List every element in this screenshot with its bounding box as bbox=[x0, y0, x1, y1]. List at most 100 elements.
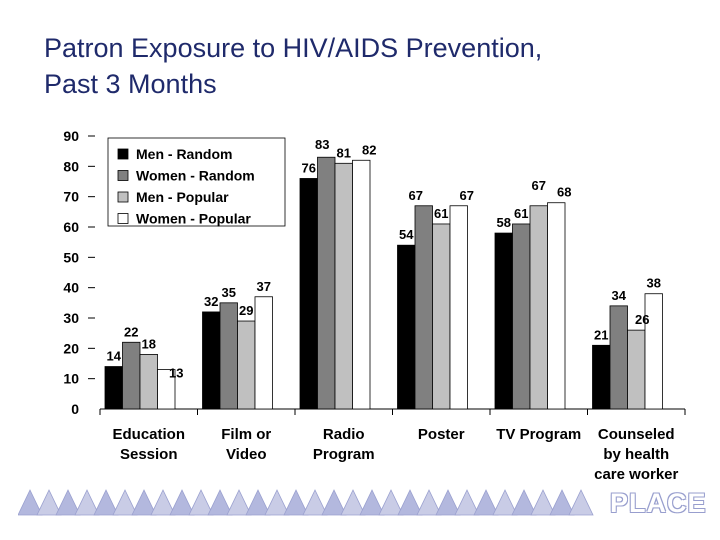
y-tick-label: 10 bbox=[63, 371, 79, 387]
y-tick-label: 40 bbox=[63, 280, 79, 296]
x-tick-label: care worker bbox=[594, 466, 678, 483]
place-logo: PLACE bbox=[610, 488, 707, 518]
bar bbox=[104, 366, 123, 410]
footer-triangle bbox=[359, 489, 385, 516]
data-label: 38 bbox=[647, 276, 661, 291]
legend-swatch bbox=[117, 170, 129, 181]
footer-triangle bbox=[112, 489, 138, 516]
data-label: 54 bbox=[399, 227, 414, 242]
x-tick-label: Program bbox=[313, 446, 375, 463]
data-label: 76 bbox=[302, 160, 316, 175]
y-tick-label: 60 bbox=[63, 219, 79, 235]
bar bbox=[317, 156, 336, 410]
legend-swatch bbox=[117, 148, 129, 160]
data-label: 82 bbox=[362, 142, 376, 157]
y-tick-label: 50 bbox=[63, 249, 79, 265]
bar bbox=[299, 178, 318, 410]
chart-bars bbox=[104, 156, 663, 410]
bar bbox=[139, 353, 158, 410]
x-tick-label: Poster bbox=[418, 426, 465, 443]
data-label: 34 bbox=[612, 288, 627, 303]
bar bbox=[529, 205, 548, 410]
footer-triangle bbox=[492, 489, 518, 516]
chart-legend: Men - Random Women - Random Men - Popular W… bbox=[107, 137, 286, 227]
x-tick-label: Education bbox=[112, 426, 185, 443]
data-label: 26 bbox=[635, 312, 649, 327]
footer-triangle bbox=[131, 489, 157, 516]
footer-triangle bbox=[283, 489, 309, 516]
footer-triangle bbox=[245, 489, 271, 516]
bar bbox=[449, 205, 468, 410]
x-tick-label: by health bbox=[603, 446, 669, 463]
footer-triangle bbox=[93, 489, 119, 516]
y-tick-label: 70 bbox=[63, 189, 79, 205]
legend-box bbox=[107, 137, 286, 227]
x-tick-label: Counseled bbox=[598, 426, 675, 443]
x-tick-label: TV Program bbox=[496, 426, 581, 443]
bar bbox=[352, 159, 371, 410]
footer-triangle bbox=[435, 489, 461, 516]
data-label: 21 bbox=[594, 327, 608, 342]
bar bbox=[494, 232, 513, 410]
footer-triangle bbox=[378, 489, 404, 516]
bar bbox=[219, 302, 238, 410]
bar bbox=[157, 369, 176, 410]
x-tick-label: Radio bbox=[323, 426, 365, 443]
bar bbox=[414, 205, 433, 410]
legend-label: Women - Random bbox=[136, 168, 255, 184]
x-tick-label: Film or bbox=[221, 426, 271, 443]
footer-triangle bbox=[568, 489, 594, 516]
legend-label: Men - Popular bbox=[136, 189, 229, 205]
data-label: 22 bbox=[124, 324, 138, 339]
bar bbox=[334, 162, 353, 410]
bar bbox=[202, 311, 221, 410]
footer-triangle-band bbox=[18, 489, 594, 516]
footer-triangle bbox=[188, 489, 214, 516]
footer-triangle bbox=[55, 489, 81, 516]
footer-triangle bbox=[530, 489, 556, 516]
data-label: 14 bbox=[107, 349, 122, 364]
data-label: 61 bbox=[434, 206, 448, 221]
x-tick-label: Video bbox=[226, 446, 267, 463]
legend-label: Men - Random bbox=[136, 146, 232, 162]
data-label: 81 bbox=[337, 145, 351, 160]
footer-triangle bbox=[36, 489, 62, 516]
data-label: 13 bbox=[169, 366, 183, 381]
footer-triangle bbox=[416, 489, 442, 516]
footer-triangle bbox=[473, 489, 499, 516]
bar bbox=[237, 320, 256, 410]
footer-triangle bbox=[74, 489, 100, 516]
data-label: 67 bbox=[532, 178, 546, 193]
footer-triangle bbox=[340, 489, 366, 516]
bar bbox=[397, 244, 416, 410]
data-label: 61 bbox=[514, 206, 528, 221]
y-tick-label: 30 bbox=[63, 310, 79, 326]
data-label: 29 bbox=[239, 303, 253, 318]
footer-triangle bbox=[454, 489, 480, 516]
slide-title: Patron Exposure to HIV/AIDS Prevention, … bbox=[44, 30, 704, 102]
footer-triangle bbox=[264, 489, 290, 516]
data-label: 37 bbox=[257, 279, 271, 294]
bar bbox=[644, 293, 663, 410]
bar bbox=[627, 329, 646, 410]
legend-swatch bbox=[117, 191, 129, 203]
data-label: 58 bbox=[497, 215, 511, 230]
bar bbox=[512, 223, 531, 410]
bar bbox=[592, 344, 611, 410]
legend-swatch bbox=[117, 213, 129, 224]
bar bbox=[609, 305, 628, 410]
data-label: 83 bbox=[315, 137, 329, 152]
footer-triangle bbox=[226, 489, 252, 516]
y-tick-label: 80 bbox=[63, 158, 79, 174]
bar bbox=[254, 296, 273, 410]
bar bbox=[547, 202, 566, 410]
footer-triangle bbox=[549, 489, 575, 516]
data-label: 35 bbox=[222, 285, 236, 300]
footer-triangle bbox=[18, 489, 43, 516]
footer-triangle bbox=[150, 489, 176, 516]
footer-triangle bbox=[321, 489, 347, 516]
footer-triangle bbox=[397, 489, 423, 516]
chart-axes: 0 10 20 30 40 50 60 70 80 90 Education Session Film … bbox=[63, 128, 686, 483]
